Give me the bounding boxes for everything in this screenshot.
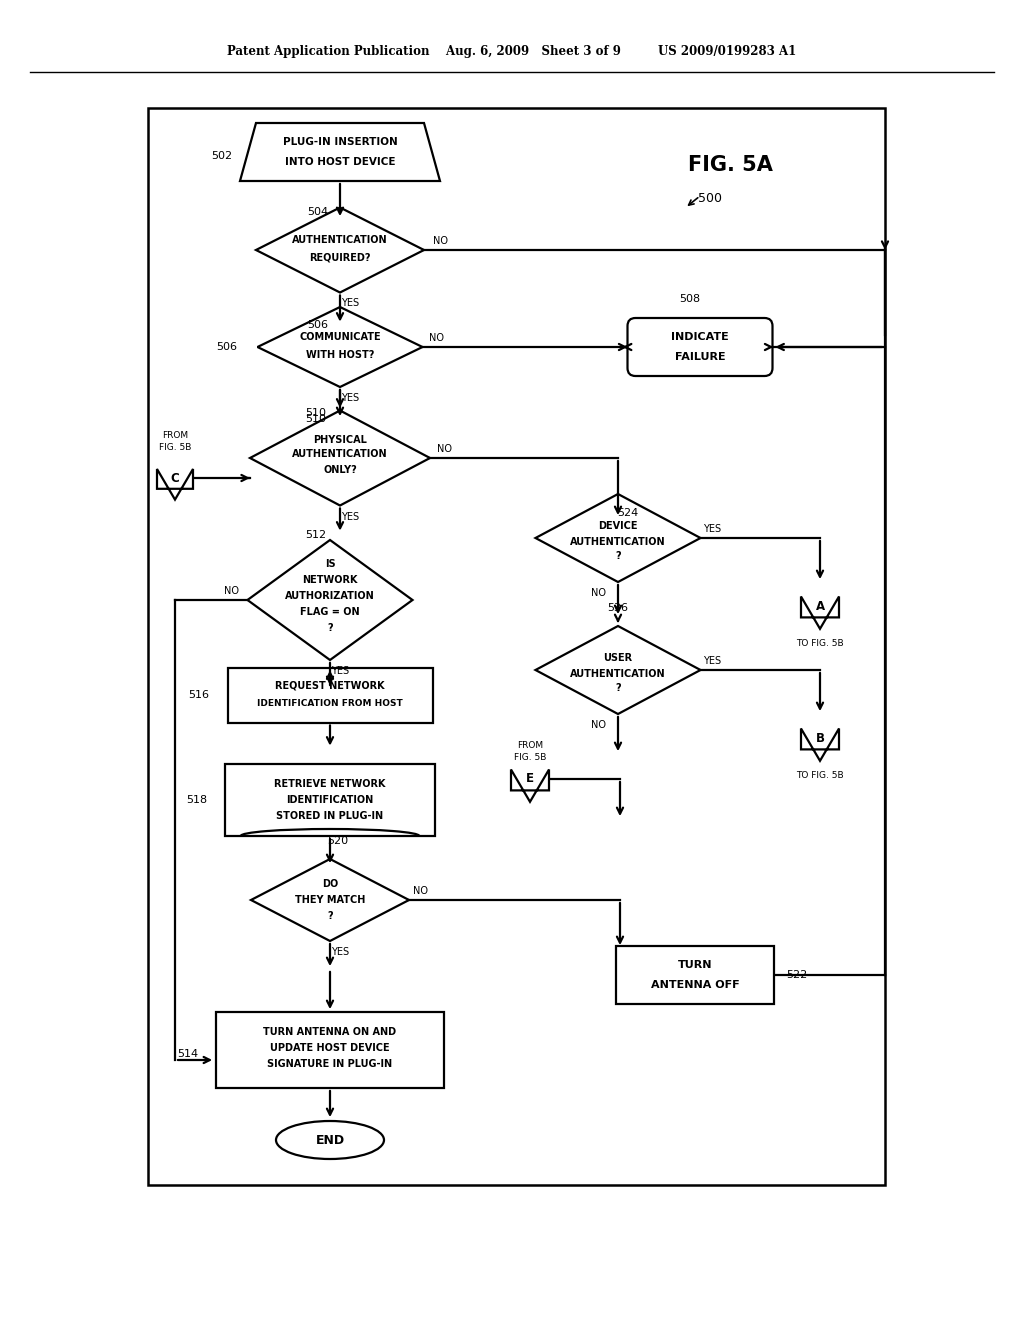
- Text: C: C: [171, 471, 179, 484]
- Text: FLAG = ON: FLAG = ON: [300, 607, 359, 616]
- Text: NO: NO: [414, 886, 428, 896]
- FancyBboxPatch shape: [628, 318, 772, 376]
- Polygon shape: [801, 729, 839, 760]
- Text: FIG. 5A: FIG. 5A: [687, 154, 772, 176]
- Bar: [616, 946, 774, 1005]
- Text: ?: ?: [615, 682, 621, 693]
- Text: YES: YES: [331, 946, 349, 957]
- Text: AUTHENTICATION: AUTHENTICATION: [570, 537, 666, 546]
- Text: 516: 516: [188, 690, 210, 700]
- Text: NO: NO: [591, 587, 605, 598]
- Polygon shape: [250, 411, 430, 506]
- Text: AUTHENTICATION: AUTHENTICATION: [292, 235, 388, 246]
- Text: 506: 506: [307, 319, 329, 330]
- Text: ONLY?: ONLY?: [324, 465, 357, 475]
- Text: ?: ?: [328, 911, 333, 921]
- Polygon shape: [251, 859, 409, 941]
- Text: 518: 518: [186, 795, 207, 805]
- Polygon shape: [157, 469, 193, 499]
- Text: STORED IN PLUG-IN: STORED IN PLUG-IN: [276, 810, 384, 821]
- Text: NO: NO: [224, 586, 239, 597]
- Bar: [216, 1012, 444, 1088]
- Text: 512: 512: [305, 531, 327, 540]
- Text: INTO HOST DEVICE: INTO HOST DEVICE: [285, 157, 395, 168]
- Text: DEVICE: DEVICE: [598, 521, 638, 531]
- Text: END: END: [315, 1134, 344, 1147]
- Polygon shape: [801, 597, 839, 628]
- Text: A: A: [815, 599, 824, 612]
- Text: 514: 514: [177, 1049, 198, 1059]
- Text: NO: NO: [436, 444, 452, 454]
- Text: YES: YES: [703, 524, 722, 535]
- Polygon shape: [536, 626, 700, 714]
- Text: 502: 502: [211, 150, 232, 161]
- Text: UPDATE HOST DEVICE: UPDATE HOST DEVICE: [270, 1043, 390, 1053]
- Text: FROM: FROM: [517, 741, 543, 750]
- Text: IS: IS: [325, 558, 335, 569]
- Text: YES: YES: [331, 667, 349, 676]
- Polygon shape: [248, 540, 413, 660]
- Text: AUTHENTICATION: AUTHENTICATION: [292, 449, 388, 459]
- Text: REQUIRED?: REQUIRED?: [309, 253, 371, 263]
- Ellipse shape: [276, 1121, 384, 1159]
- Text: IDENTIFICATION FROM HOST: IDENTIFICATION FROM HOST: [257, 700, 402, 709]
- Text: YES: YES: [341, 393, 359, 403]
- Text: YES: YES: [341, 511, 359, 521]
- Text: 520: 520: [328, 836, 348, 846]
- Text: NO: NO: [429, 333, 444, 343]
- Text: NO: NO: [432, 236, 447, 246]
- Bar: [225, 764, 435, 836]
- Text: 508: 508: [680, 294, 700, 304]
- Polygon shape: [257, 308, 423, 387]
- Text: ?: ?: [328, 623, 333, 634]
- Text: YES: YES: [341, 298, 359, 309]
- Text: IDENTIFICATION: IDENTIFICATION: [287, 795, 374, 805]
- Text: THEY MATCH: THEY MATCH: [295, 895, 366, 906]
- Text: 510: 510: [305, 408, 327, 417]
- Text: REQUEST NETWORK: REQUEST NETWORK: [275, 681, 385, 690]
- Text: WITH HOST?: WITH HOST?: [306, 350, 374, 360]
- Text: FAILURE: FAILURE: [675, 352, 725, 362]
- Text: 504: 504: [307, 207, 329, 216]
- Text: Patent Application Publication    Aug. 6, 2009   Sheet 3 of 9         US 2009/01: Patent Application Publication Aug. 6, 2…: [227, 45, 797, 58]
- Text: INDICATE: INDICATE: [671, 333, 729, 342]
- Text: USER: USER: [603, 653, 633, 663]
- Text: TO FIG. 5B: TO FIG. 5B: [797, 771, 844, 780]
- Text: NO: NO: [591, 719, 605, 730]
- Text: FIG. 5B: FIG. 5B: [159, 444, 191, 453]
- Text: 506: 506: [216, 342, 238, 352]
- Text: B: B: [815, 731, 824, 744]
- Text: E: E: [526, 772, 534, 785]
- Text: YES: YES: [703, 656, 722, 667]
- Text: 522: 522: [786, 970, 807, 979]
- Text: ?: ?: [615, 550, 621, 561]
- Text: FIG. 5B: FIG. 5B: [514, 752, 546, 762]
- Text: AUTHENTICATION: AUTHENTICATION: [570, 669, 666, 678]
- Polygon shape: [511, 770, 549, 801]
- Text: AUTHORIZATION: AUTHORIZATION: [285, 591, 375, 601]
- Text: SIGNATURE IN PLUG-IN: SIGNATURE IN PLUG-IN: [267, 1059, 392, 1069]
- Text: PHYSICAL: PHYSICAL: [313, 436, 367, 445]
- Text: 500: 500: [698, 191, 722, 205]
- Text: 510: 510: [305, 414, 327, 424]
- Text: PLUG-IN INSERTION: PLUG-IN INSERTION: [283, 137, 397, 147]
- Text: DO: DO: [322, 879, 338, 888]
- Text: TURN ANTENNA ON AND: TURN ANTENNA ON AND: [263, 1027, 396, 1038]
- Text: ANTENNA OFF: ANTENNA OFF: [650, 979, 739, 990]
- Text: 536: 536: [607, 603, 629, 612]
- Text: 524: 524: [617, 508, 639, 517]
- Text: TURN: TURN: [678, 960, 713, 970]
- Text: FROM: FROM: [162, 432, 188, 441]
- Bar: [148, 108, 885, 1185]
- Polygon shape: [536, 494, 700, 582]
- Text: TO FIG. 5B: TO FIG. 5B: [797, 639, 844, 648]
- Polygon shape: [240, 123, 440, 181]
- Text: NETWORK: NETWORK: [302, 576, 357, 585]
- Bar: [227, 668, 432, 722]
- Text: RETRIEVE NETWORK: RETRIEVE NETWORK: [274, 779, 386, 789]
- Text: COMMUNICATE: COMMUNICATE: [299, 333, 381, 342]
- Polygon shape: [256, 207, 424, 293]
